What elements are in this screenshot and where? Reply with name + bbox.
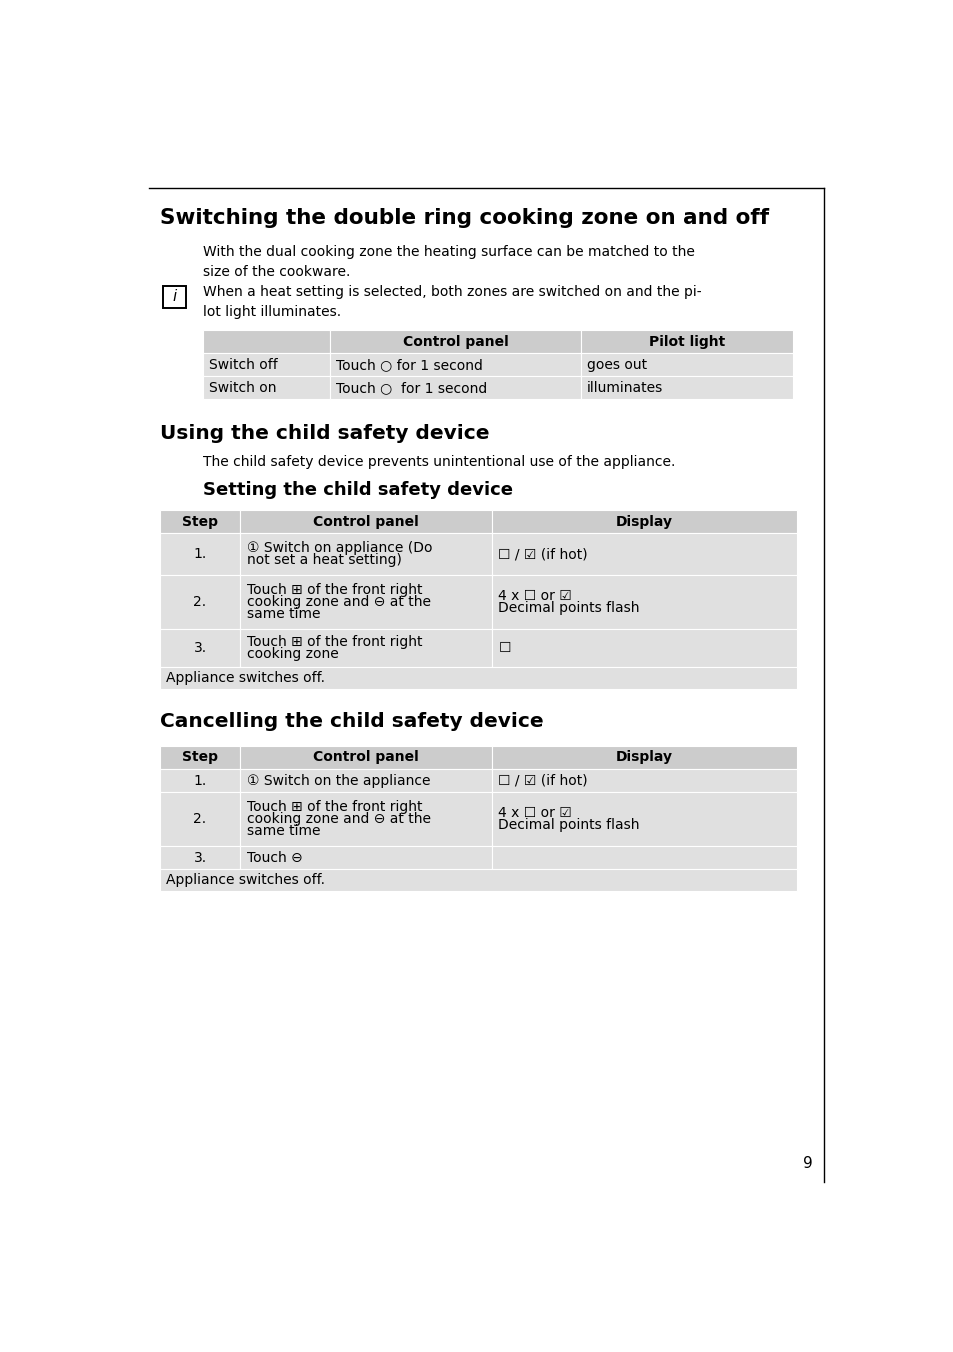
FancyBboxPatch shape [159, 846, 240, 869]
Text: Display: Display [616, 515, 672, 529]
Text: Switching the double ring cooking zone on and off: Switching the double ring cooking zone o… [159, 208, 768, 228]
FancyBboxPatch shape [159, 769, 240, 792]
FancyBboxPatch shape [240, 769, 492, 792]
FancyBboxPatch shape [203, 330, 330, 353]
Text: 2.: 2. [193, 595, 207, 608]
Text: ① Switch on the appliance: ① Switch on the appliance [247, 773, 430, 788]
Text: Touch ⊞ of the front right: Touch ⊞ of the front right [247, 583, 422, 596]
Text: Using the child safety device: Using the child safety device [159, 425, 489, 443]
Text: Control panel: Control panel [402, 335, 508, 349]
Text: Decimal points flash: Decimal points flash [497, 818, 639, 833]
FancyBboxPatch shape [159, 534, 240, 575]
FancyBboxPatch shape [240, 792, 492, 846]
Text: Touch ⊞ of the front right: Touch ⊞ of the front right [247, 800, 422, 814]
Text: Setting the child safety device: Setting the child safety device [203, 481, 513, 499]
Text: ☐: ☐ [497, 641, 510, 656]
Text: ☐ / ☑ (if hot): ☐ / ☑ (if hot) [497, 773, 587, 788]
FancyBboxPatch shape [159, 629, 240, 668]
FancyBboxPatch shape [330, 376, 580, 399]
Text: Step: Step [182, 515, 218, 529]
FancyBboxPatch shape [580, 376, 793, 399]
Text: Step: Step [182, 750, 218, 764]
FancyBboxPatch shape [159, 668, 796, 690]
Text: not set a heat setting): not set a heat setting) [247, 553, 401, 568]
FancyBboxPatch shape [492, 510, 796, 534]
FancyBboxPatch shape [159, 869, 796, 891]
Text: Control panel: Control panel [314, 515, 418, 529]
FancyBboxPatch shape [330, 353, 580, 376]
Text: cooking zone and ⊖ at the: cooking zone and ⊖ at the [247, 813, 430, 826]
FancyBboxPatch shape [240, 575, 492, 629]
FancyBboxPatch shape [492, 769, 796, 792]
Text: ① Switch on appliance (Do: ① Switch on appliance (Do [247, 541, 432, 556]
Text: ☐ / ☑ (if hot): ☐ / ☑ (if hot) [497, 548, 587, 561]
FancyBboxPatch shape [492, 746, 796, 769]
FancyBboxPatch shape [159, 792, 240, 846]
FancyBboxPatch shape [240, 746, 492, 769]
Text: cooking zone and ⊖ at the: cooking zone and ⊖ at the [247, 595, 430, 608]
Text: When a heat setting is selected, both zones are switched on and the pi-
lot ligh: When a heat setting is selected, both zo… [203, 285, 700, 319]
Text: Touch ⊞ of the front right: Touch ⊞ of the front right [247, 635, 422, 649]
FancyBboxPatch shape [580, 353, 793, 376]
FancyBboxPatch shape [203, 376, 330, 399]
Text: Display: Display [616, 750, 672, 764]
Text: 9: 9 [802, 1156, 812, 1171]
Text: i: i [172, 289, 176, 304]
Text: goes out: goes out [586, 358, 646, 372]
FancyBboxPatch shape [203, 353, 330, 376]
FancyBboxPatch shape [240, 629, 492, 668]
Text: Appliance switches off.: Appliance switches off. [166, 671, 324, 685]
Text: Decimal points flash: Decimal points flash [497, 602, 639, 615]
Text: 3.: 3. [193, 850, 207, 864]
Text: Touch ⊖: Touch ⊖ [247, 850, 302, 864]
Text: 3.: 3. [193, 641, 207, 656]
Text: With the dual cooking zone the heating surface can be matched to the
size of the: With the dual cooking zone the heating s… [203, 246, 694, 280]
FancyBboxPatch shape [330, 330, 580, 353]
Text: illuminates: illuminates [586, 381, 662, 395]
FancyBboxPatch shape [240, 510, 492, 534]
Text: Pilot light: Pilot light [648, 335, 724, 349]
Text: 4 x ☐ or ☑: 4 x ☐ or ☑ [497, 588, 572, 603]
FancyBboxPatch shape [580, 330, 793, 353]
Text: Switch on: Switch on [209, 381, 276, 395]
Text: Touch ○ for 1 second: Touch ○ for 1 second [335, 358, 482, 372]
Text: 1.: 1. [193, 773, 207, 788]
Text: 4 x ☐ or ☑: 4 x ☐ or ☑ [497, 806, 572, 819]
FancyBboxPatch shape [159, 746, 240, 769]
Text: 1.: 1. [193, 548, 207, 561]
FancyBboxPatch shape [164, 287, 184, 307]
FancyBboxPatch shape [240, 846, 492, 869]
Text: Control panel: Control panel [314, 750, 418, 764]
Text: same time: same time [247, 607, 320, 621]
Text: Appliance switches off.: Appliance switches off. [166, 873, 324, 887]
FancyBboxPatch shape [492, 575, 796, 629]
Text: Touch ○  for 1 second: Touch ○ for 1 second [335, 381, 487, 395]
FancyBboxPatch shape [492, 534, 796, 575]
FancyBboxPatch shape [163, 285, 185, 308]
Text: Switch off: Switch off [209, 358, 277, 372]
FancyBboxPatch shape [240, 534, 492, 575]
FancyBboxPatch shape [492, 846, 796, 869]
Text: The child safety device prevents unintentional use of the appliance.: The child safety device prevents uninten… [203, 454, 675, 469]
Text: cooking zone: cooking zone [247, 648, 338, 661]
Text: 2.: 2. [193, 813, 207, 826]
FancyBboxPatch shape [159, 575, 240, 629]
FancyBboxPatch shape [492, 792, 796, 846]
FancyBboxPatch shape [492, 629, 796, 668]
Text: Cancelling the child safety device: Cancelling the child safety device [159, 713, 542, 731]
FancyBboxPatch shape [159, 510, 240, 534]
Text: same time: same time [247, 825, 320, 838]
